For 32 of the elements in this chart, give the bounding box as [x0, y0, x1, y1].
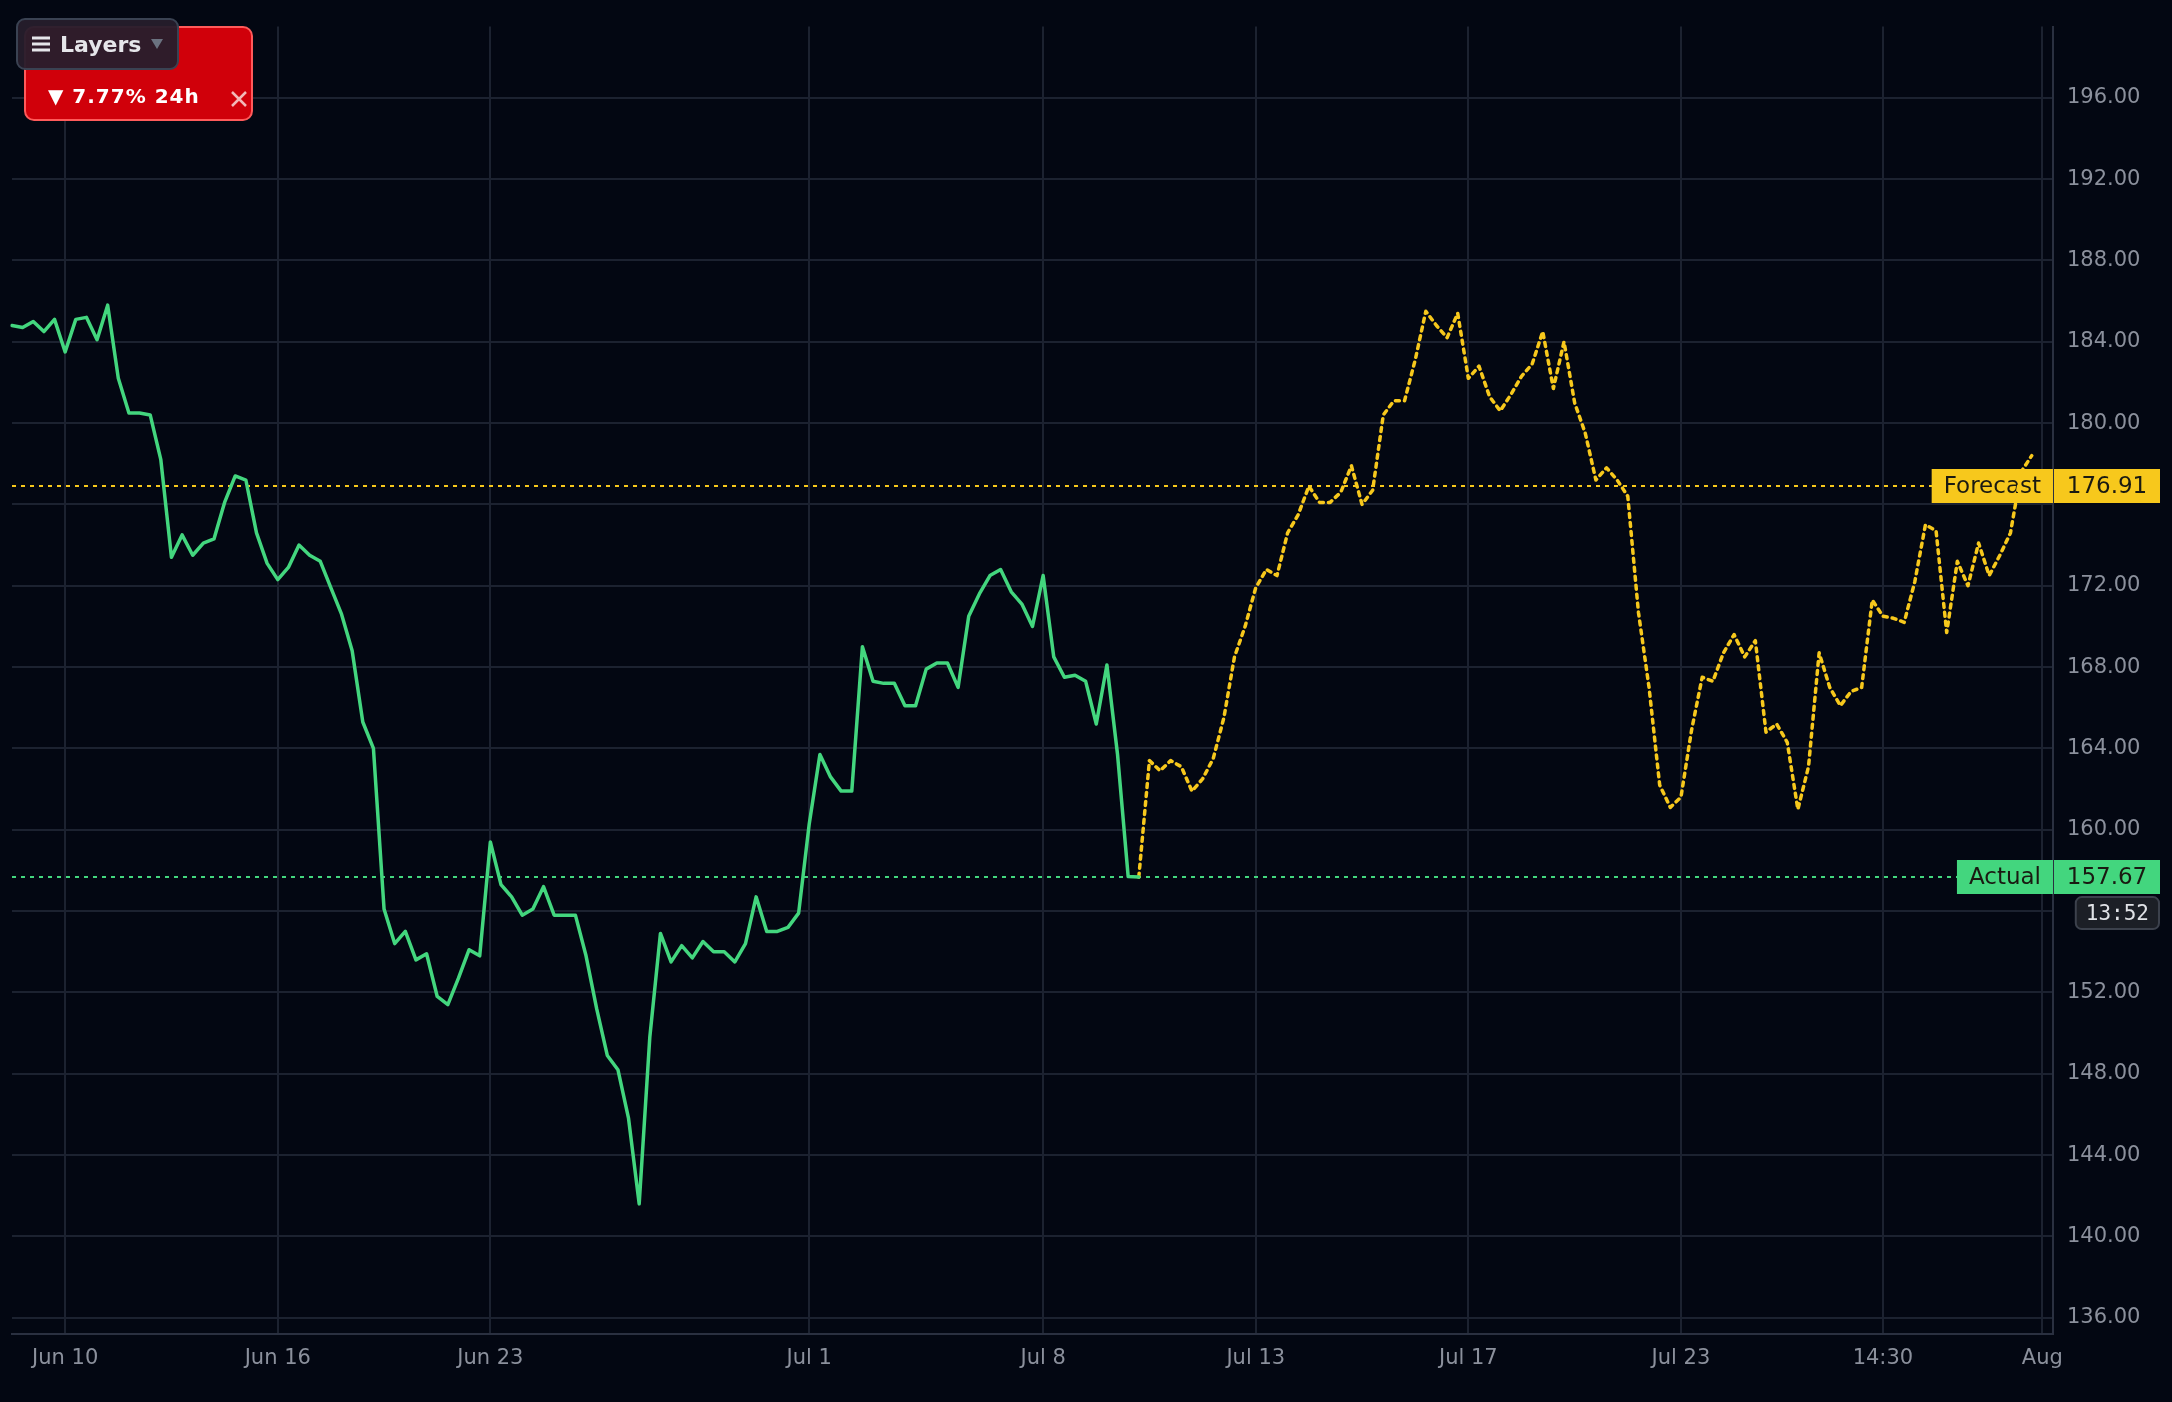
x-tick-label: 14:30: [1852, 1345, 1914, 1370]
x-tick-label: Aug: [2021, 1345, 2063, 1370]
legend-label: Actual: [1968, 863, 2041, 890]
y-tick-label: 192.00: [2067, 165, 2141, 190]
y-tick-label: 144.00: [2067, 1141, 2141, 1166]
x-tick-label: Jul 23: [1649, 1345, 1711, 1370]
y-tick-label: 152.00: [2067, 978, 2141, 1003]
annotation: ▼ 7.77% 24h: [48, 84, 200, 108]
legend-label: Forecast: [1943, 471, 2041, 498]
y-tick-label: 184.00: [2067, 328, 2141, 353]
x-tick-label: Jun 10: [30, 1345, 99, 1370]
layers-button: Layers: [16, 18, 180, 70]
y-tick-label: 136.00: [2067, 1304, 2141, 1329]
y-tick-label: 140.00: [2067, 1222, 2141, 1247]
x-tick-label: Jul 1: [784, 1345, 832, 1370]
y-tick-label: 188.00: [2067, 246, 2141, 271]
y-tick-label: 172.00: [2067, 572, 2141, 597]
ref-line-label: 157.67: [2066, 863, 2148, 890]
y-tick-label: 196.00: [2067, 84, 2141, 109]
annotation: Layers: [60, 31, 142, 57]
ref-line-label: 176.91: [2066, 471, 2148, 498]
y-tick-label: 164.00: [2067, 734, 2141, 759]
x-tick-label: Jun 16: [242, 1345, 311, 1370]
text: 13:52: [2085, 900, 2149, 925]
x-tick-label: Jul 13: [1224, 1345, 1286, 1370]
x-tick-label: Jun 23: [455, 1345, 524, 1370]
x-tick-label: Jul 17: [1436, 1345, 1498, 1370]
y-tick-label: 180.00: [2067, 409, 2141, 434]
x-tick-label: Jul 8: [1018, 1345, 1066, 1370]
y-tick-label: 148.00: [2067, 1060, 2141, 1085]
y-tick-label: 160.00: [2067, 816, 2141, 841]
y-tick-label: 168.00: [2067, 653, 2141, 678]
